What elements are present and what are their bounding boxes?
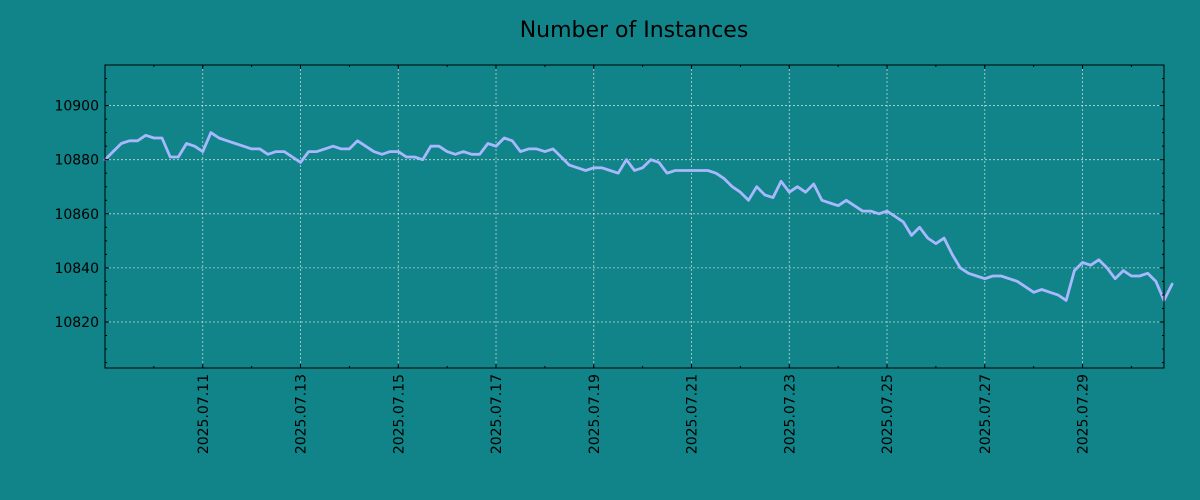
x-tick-label: 2025.07.29 bbox=[1076, 374, 1092, 454]
x-tick-label: 2025.07.17 bbox=[489, 374, 505, 454]
y-tick-label: 10840 bbox=[54, 261, 99, 277]
y-tick-label: 10900 bbox=[54, 99, 99, 115]
x-tick-label: 2025.07.11 bbox=[196, 374, 212, 454]
series-layer bbox=[103, 131, 1174, 302]
chart-title: Number of Instances bbox=[520, 18, 749, 43]
x-tick-label: 2025.07.25 bbox=[880, 374, 896, 454]
grid-lines bbox=[105, 65, 1164, 368]
x-tick-label: 2025.07.15 bbox=[391, 374, 407, 454]
x-tick-label: 2025.07.13 bbox=[294, 374, 310, 454]
plot-area-frame bbox=[104, 64, 1165, 369]
x-tick-label: 2025.07.21 bbox=[685, 374, 701, 454]
x-axis: 2025.07.11 2025.07.13 2025.07.15 2025.07.17… bbox=[104, 65, 1132, 454]
y-tick-label: 10860 bbox=[54, 207, 99, 223]
x-tick-label: 2025.07.23 bbox=[782, 374, 798, 454]
x-tick-label: 2025.07.27 bbox=[978, 374, 994, 454]
series-line-0 bbox=[103, 131, 1174, 302]
y-tick-label: 10820 bbox=[54, 315, 99, 331]
x-tick-label: 2025.07.19 bbox=[587, 374, 603, 454]
y-axis: 10820 10840 10860 10880 10900 bbox=[54, 64, 1164, 364]
y-tick-label: 10880 bbox=[54, 153, 99, 169]
